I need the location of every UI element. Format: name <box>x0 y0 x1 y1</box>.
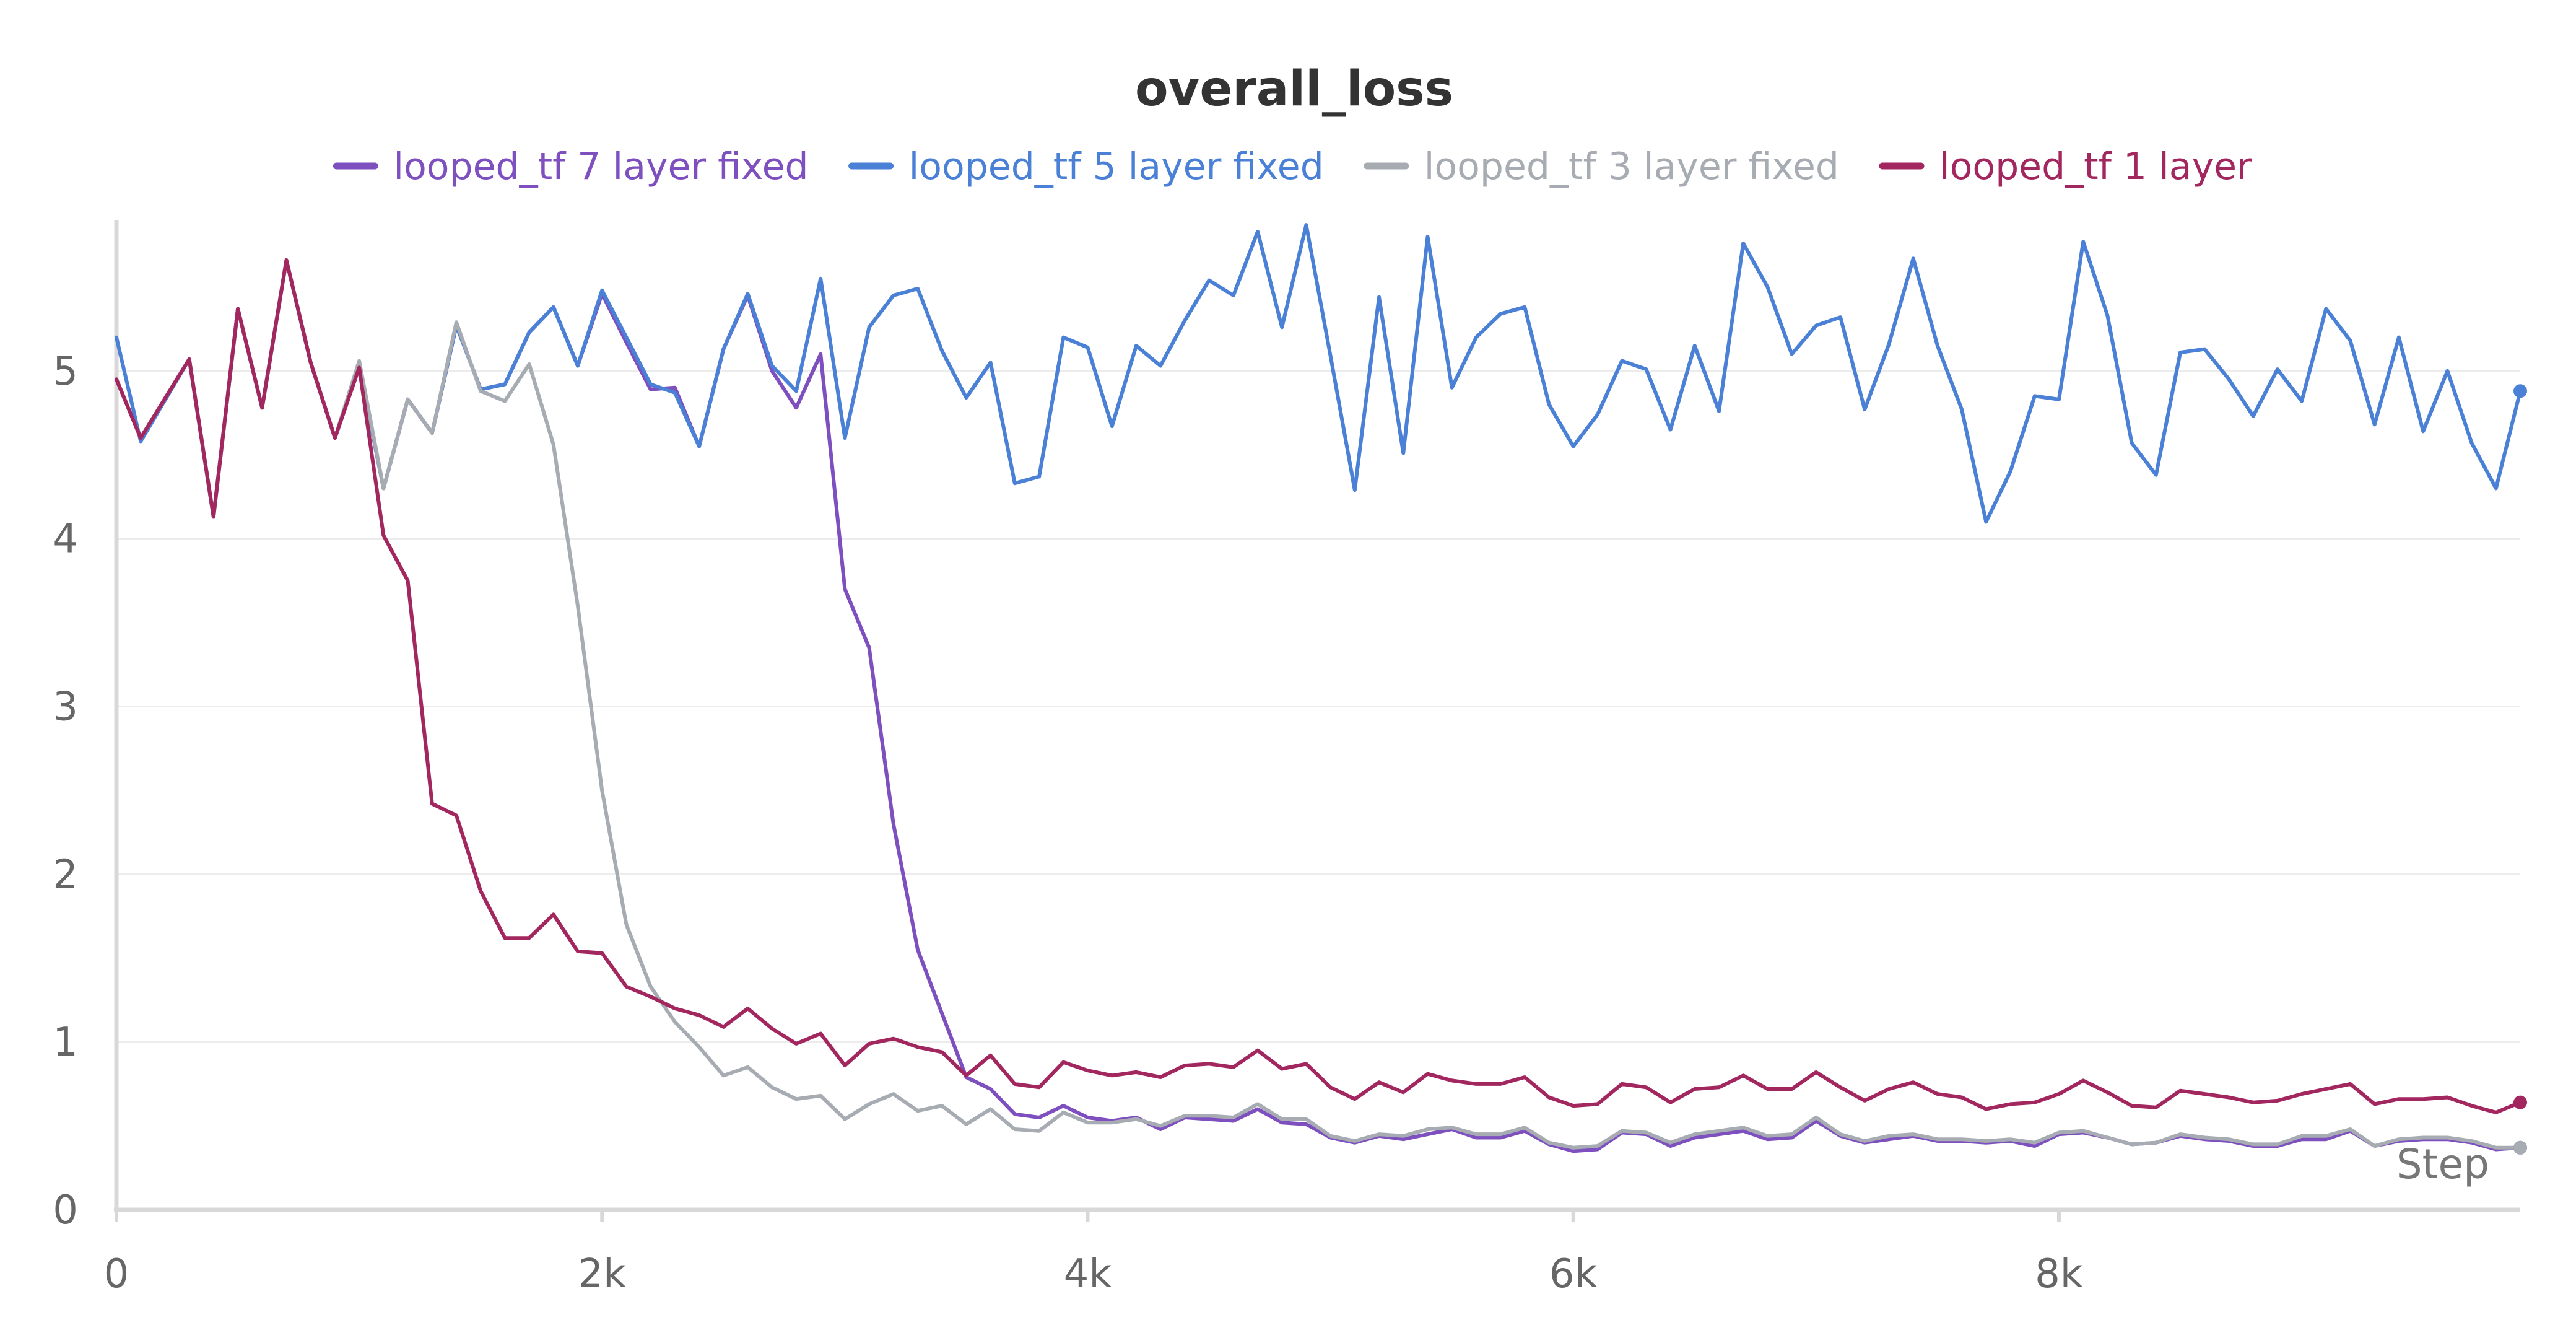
y-tick-label: 5 <box>53 349 78 395</box>
legend-item-looped-tf-5-layer-fixed[interactable]: looped_tf 5 layer fixed <box>848 145 1324 188</box>
legend-label: looped_tf 1 layer <box>1939 145 2252 188</box>
legend-label: looped_tf 3 layer fixed <box>1424 145 1839 188</box>
legend-label: looped_tf 5 layer fixed <box>909 145 1324 188</box>
y-tick-label: 3 <box>53 684 78 730</box>
series-lines <box>115 223 2522 1153</box>
series-endpoints <box>2513 384 2527 1155</box>
legend-label: looped_tf 7 layer fixed <box>393 145 808 188</box>
x-tick-label: 4k <box>1064 1251 1112 1297</box>
series-endpoint-looped-tf-3-layer-fixed <box>2513 1140 2527 1155</box>
chart-title: overall_loss <box>1135 61 1453 117</box>
x-axis-label: Step <box>2396 1140 2489 1188</box>
legend: looped_tf 7 layer fixed looped_tf 5 layer… <box>333 145 2252 188</box>
y-axis-ticks: 0 1 2 3 4 5 <box>53 349 78 1233</box>
y-tick-label: 0 <box>53 1187 78 1233</box>
series-line-looped-tf-1-layer <box>115 258 2522 1114</box>
x-tick-label: 0 <box>104 1251 129 1297</box>
legend-item-looped-tf-1-layer[interactable]: looped_tf 1 layer <box>1879 145 2252 188</box>
x-tick-label: 2k <box>578 1251 626 1297</box>
x-tick-label: 8k <box>2035 1251 2083 1297</box>
x-tick-label: 6k <box>1549 1251 1598 1297</box>
y-tick-label: 4 <box>53 517 78 562</box>
legend-item-looped-tf-7-layer-fixed[interactable]: looped_tf 7 layer fixed <box>333 145 809 188</box>
series-line-looped-tf-5-layer-fixed <box>115 223 2522 524</box>
x-axis-ticks: 0 2k 4k 6k 8k <box>104 1210 2083 1297</box>
series-endpoint-looped-tf-1-layer <box>2513 1095 2527 1109</box>
y-tick-label: 2 <box>53 852 78 898</box>
axes <box>114 220 2520 1212</box>
series-endpoint-looped-tf-5-layer-fixed <box>2513 384 2527 398</box>
y-tick-label: 1 <box>53 1020 78 1065</box>
grid-lines <box>116 370 2520 1043</box>
series-line-looped-tf-3-layer-fixed <box>115 258 2522 1150</box>
legend-item-looped-tf-3-layer-fixed[interactable]: looped_tf 3 layer fixed <box>1364 145 1839 188</box>
